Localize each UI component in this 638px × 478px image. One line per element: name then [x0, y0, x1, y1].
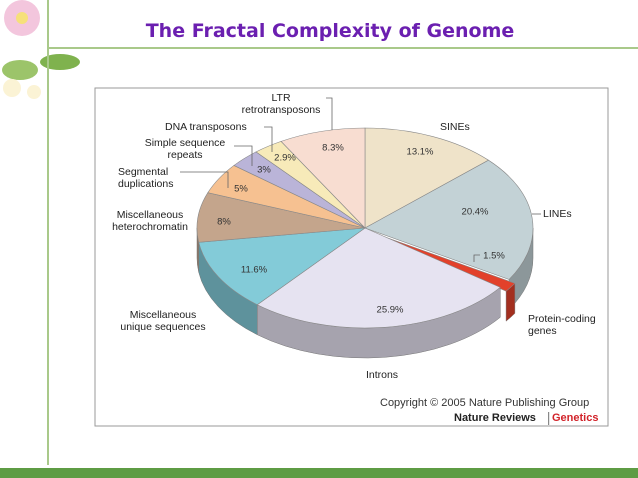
- slice-label: LTR retrotransposons: [241, 92, 321, 116]
- slice: [364, 127, 490, 229]
- slice: [198, 227, 367, 306]
- slice: [280, 127, 366, 229]
- copyright: Copyright © 2005 Nature Publishing Group: [380, 397, 590, 409]
- slice-label: Protein-coding genes: [528, 313, 596, 337]
- slice-label: DNA transposons: [165, 121, 247, 133]
- slice-label: Introns: [365, 369, 399, 381]
- slice-label: Miscellaneous unique sequences: [120, 309, 206, 333]
- publisher: Nature Reviews: [454, 412, 536, 424]
- value-label: 20.4%: [461, 206, 489, 218]
- value-label: 2.9%: [274, 152, 296, 164]
- slice-label: Simple sequence repeats: [144, 137, 226, 161]
- slice: [256, 227, 501, 329]
- value-label: 1.5%: [483, 250, 505, 262]
- slide-title: The Fractal Complexity of Genome: [145, 20, 515, 42]
- slice: [364, 159, 534, 280]
- value-label: 11.6%: [240, 264, 268, 276]
- slice-label: LINEs: [543, 208, 572, 220]
- value-label: 8%: [217, 216, 231, 228]
- leader-lines: [180, 97, 541, 262]
- value-label: 8.3%: [322, 142, 344, 154]
- value-label: 25.9%: [376, 304, 404, 316]
- pie: [196, 127, 534, 359]
- value-label: 3%: [257, 164, 271, 176]
- value-label: 13.1%: [406, 146, 434, 158]
- slice-label: Miscellaneous heterochromatin: [112, 209, 188, 233]
- slice-label: Segmental duplications: [118, 166, 174, 190]
- value-label: 5%: [234, 183, 248, 195]
- slice-label: SINEs: [440, 121, 470, 133]
- journal: Genetics: [552, 412, 599, 424]
